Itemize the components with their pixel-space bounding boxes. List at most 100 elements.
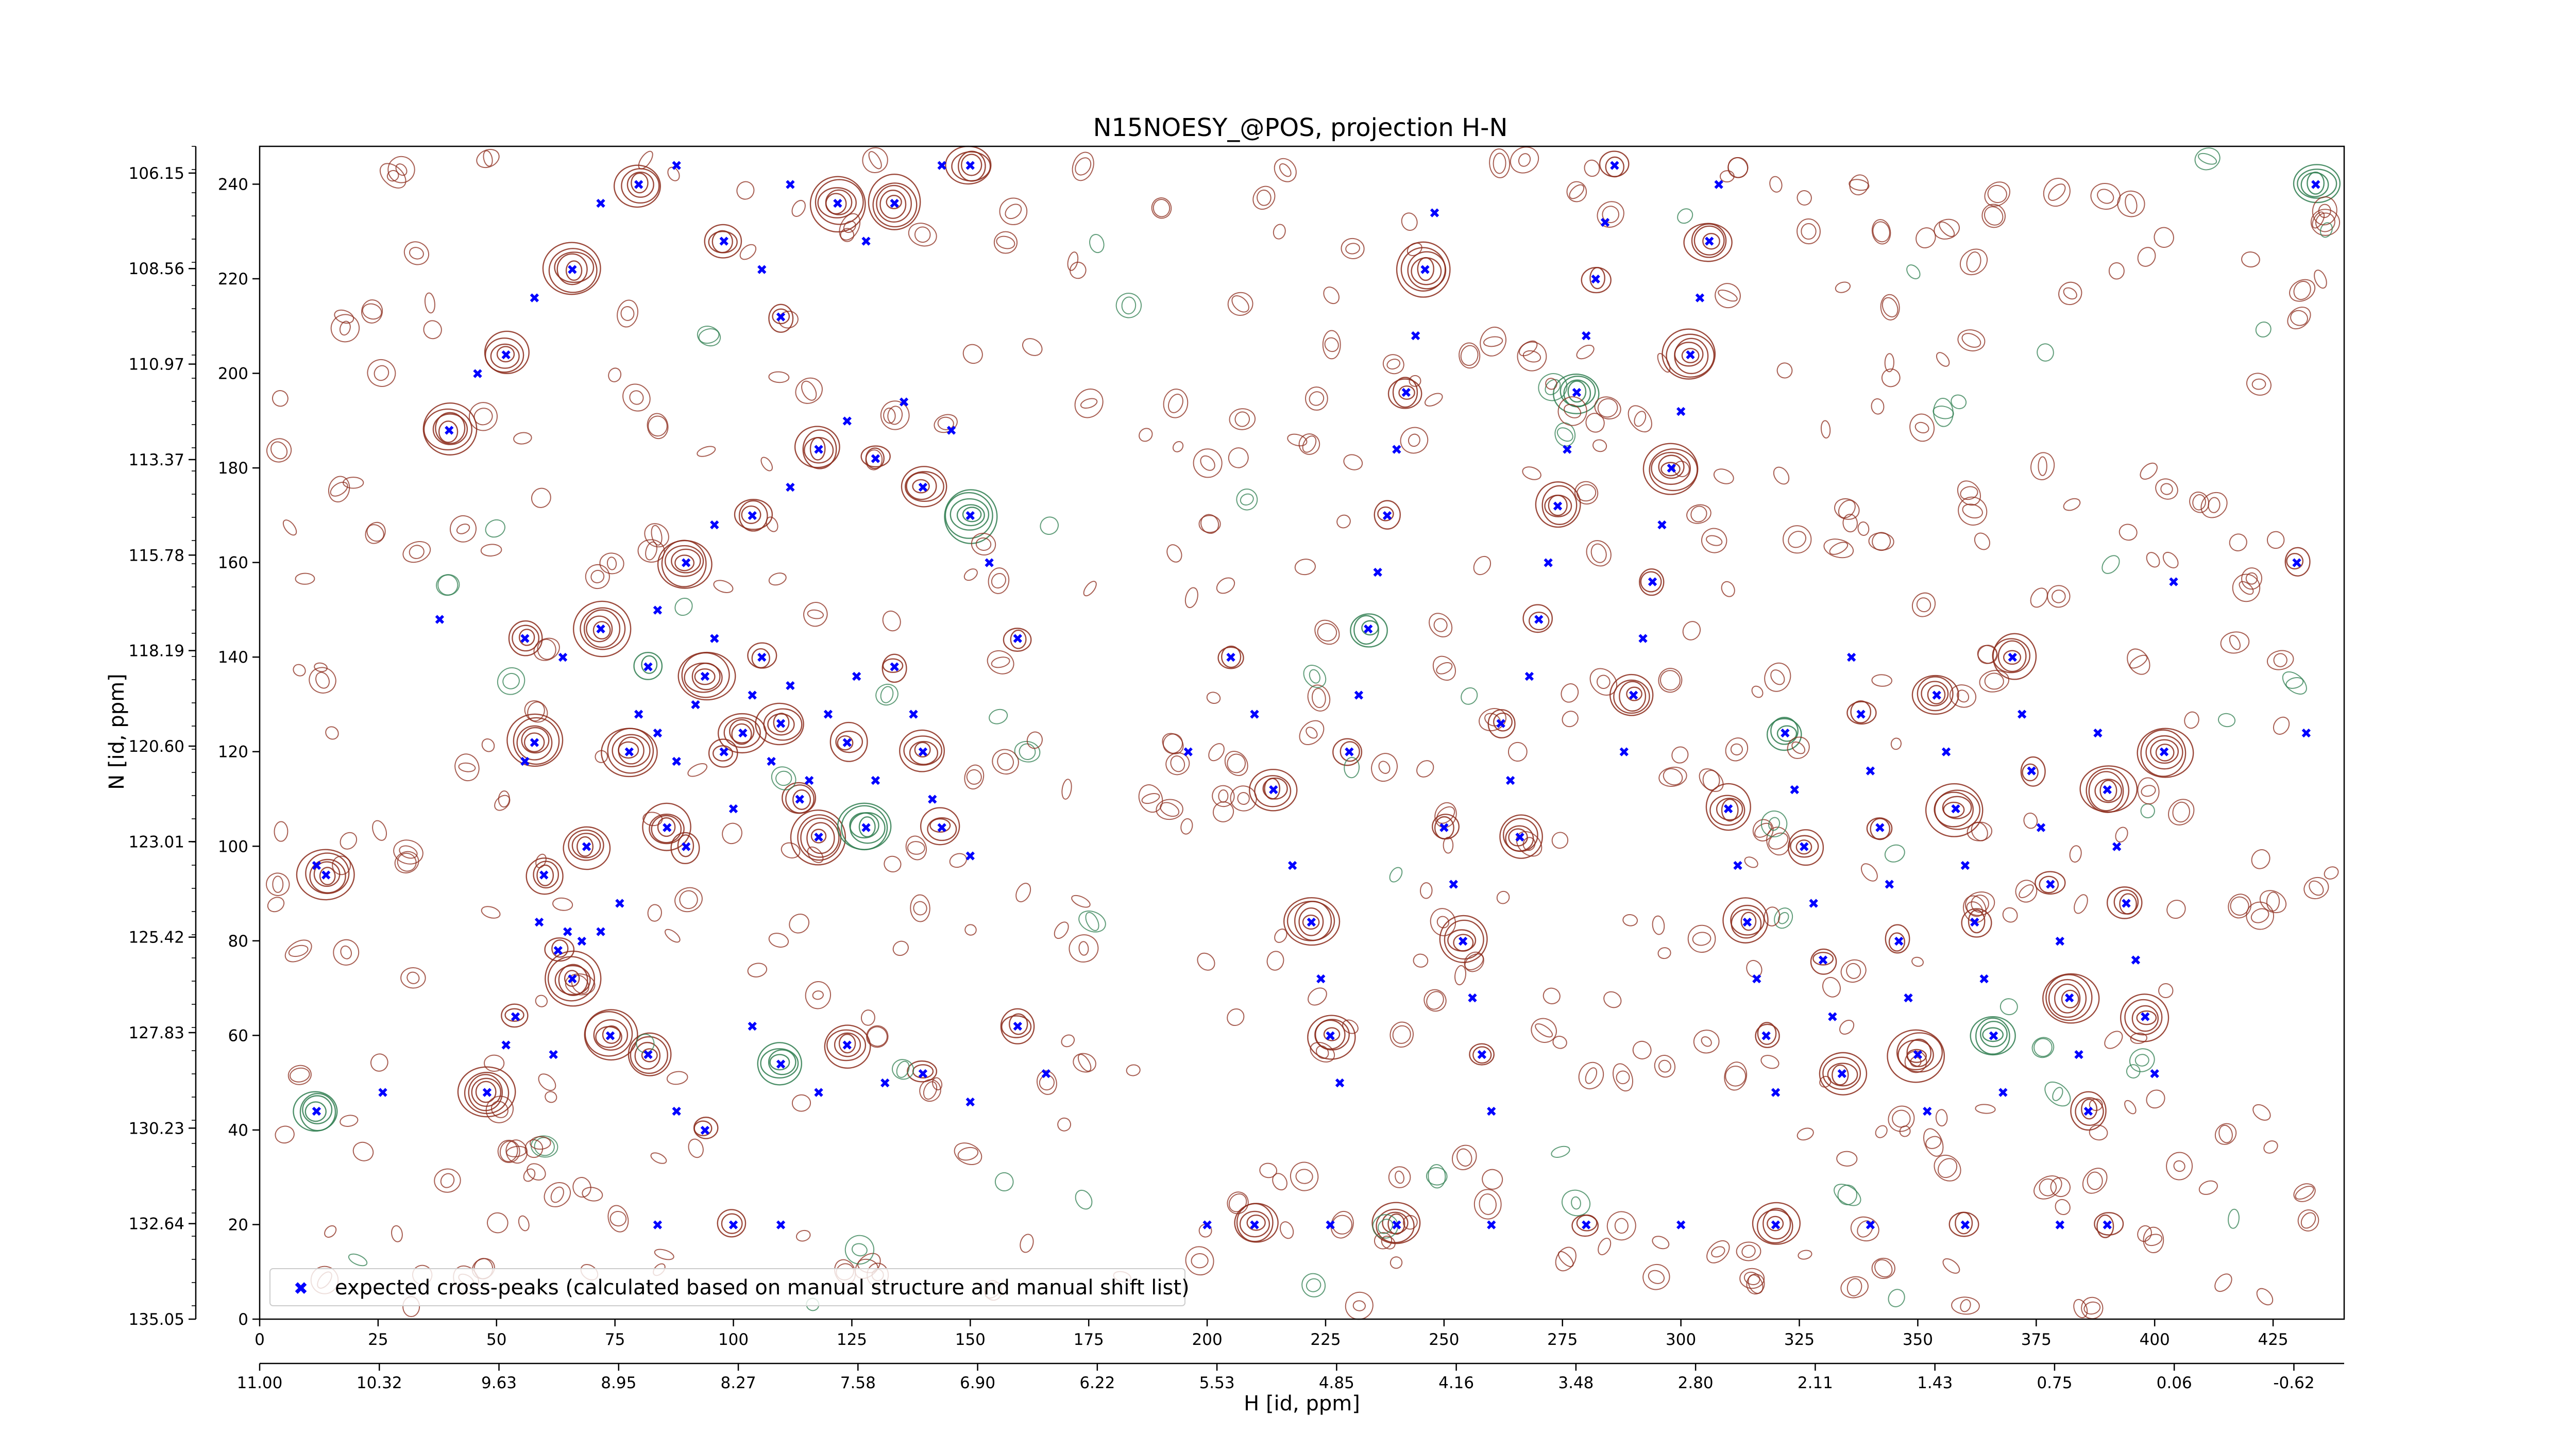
noise-contour xyxy=(1657,353,1671,373)
legend-label: expected cross-peaks (calculated based o… xyxy=(335,1276,1190,1300)
noise-contour xyxy=(2146,552,2160,568)
cross-peak-marker: ✖ xyxy=(1372,565,1383,581)
y2-tick-label: 127.83 xyxy=(129,1024,184,1042)
contour-ring xyxy=(1221,645,1242,668)
cross-peak-marker: ✖ xyxy=(984,556,995,571)
plot-area: ✖ ✖ ✖ ✖ ✖ ✖ ✖ ✖ ✖ ✖ ✖ ✖ ✖ ✖ ✖ ✖ ✖ ✖ ✖ ✖ ✖ ✖ ✖ ✖ ✖ ✖ ✖ ✖ ✖ ✖ ✖ ✖ ✖ ✖ ✖ ✖ ✖ ✖ ✖ ✖… xyxy=(259,145,2345,1320)
noise-contour xyxy=(2108,262,2125,280)
y-tick-label: 40 xyxy=(228,1121,248,1140)
noise-contour xyxy=(1040,516,1059,535)
noise-contour xyxy=(2087,1171,2103,1190)
noise-contour xyxy=(1200,514,1219,534)
noise-contour xyxy=(2208,497,2221,513)
noise-contour xyxy=(1434,802,1457,828)
cross-peak-marker: ✖ xyxy=(889,196,900,212)
cross-peak-marker: ✖ xyxy=(737,726,749,742)
cross-peak-marker: ✖ xyxy=(1675,1218,1687,1233)
noise-contour xyxy=(2218,1124,2233,1143)
contour-ring xyxy=(909,740,939,765)
contour-ring xyxy=(721,1213,743,1234)
contour-ring xyxy=(1535,481,1581,528)
noise-contour xyxy=(1764,906,1781,926)
x-tick-label: 150 xyxy=(955,1330,986,1349)
noise-contour xyxy=(934,414,958,433)
contour-ring xyxy=(1217,646,1244,669)
cross-peak-marker: ✖ xyxy=(1325,1029,1336,1044)
noise-contour xyxy=(674,887,703,913)
noise-contour xyxy=(992,749,1019,775)
noise-contour xyxy=(1706,1240,1730,1263)
noise-contour xyxy=(1984,672,2004,690)
contour-ring xyxy=(564,970,580,987)
noise-contour xyxy=(1888,1289,1905,1307)
contour-ring xyxy=(526,857,564,895)
noise-contour xyxy=(896,1060,910,1078)
contour-ring xyxy=(1822,1056,1861,1090)
noise-contour xyxy=(1899,1125,1911,1137)
contour-ring xyxy=(763,708,803,741)
noise-contour xyxy=(795,377,823,404)
cross-peak-marker: ✖ xyxy=(1552,499,1564,514)
contour-ring xyxy=(293,1091,338,1132)
noise-contour xyxy=(490,1101,509,1118)
noise-contour xyxy=(875,683,899,706)
cross-peak-markers: ✖ ✖ ✖ ✖ ✖ ✖ ✖ ✖ ✖ ✖ ✖ ✖ ✖ ✖ ✖ ✖ ✖ ✖ ✖ ✖ ✖ ✖ ✖ ✖ ✖ ✖ ✖ ✖ ✖ ✖ ✖ ✖ ✖ ✖ ✖ ✖ ✖ ✖ ✖ ✖… xyxy=(311,159,2321,1234)
cross-peak-marker: ✖ xyxy=(652,726,664,742)
y-tick-label: 240 xyxy=(218,175,248,194)
contour-ring xyxy=(677,651,736,701)
noise-contour xyxy=(1837,1184,1858,1205)
noise-contour xyxy=(1850,1216,1879,1242)
noise-contour xyxy=(1880,294,1900,321)
contour-ring xyxy=(580,607,626,650)
cross-peak-marker: ✖ xyxy=(936,821,947,836)
noise-contour xyxy=(1180,818,1193,835)
contour-ring xyxy=(868,174,921,230)
cross-peak-marker: ✖ xyxy=(2102,1218,2113,1233)
y-tick-label: 220 xyxy=(218,270,248,289)
contour-ring xyxy=(2293,164,2341,204)
noise-contour xyxy=(840,228,855,242)
noise-contour xyxy=(571,974,589,994)
contour-ring xyxy=(1766,718,1802,751)
contour-ring xyxy=(903,735,943,766)
noise-contour xyxy=(409,545,425,559)
contour-ring xyxy=(837,802,892,850)
noise-contour xyxy=(1597,675,1611,689)
noise-contour xyxy=(1770,669,1785,685)
contour-ring xyxy=(1975,1017,2010,1055)
contour-ring xyxy=(693,1117,719,1139)
cross-peak-marker: ✖ xyxy=(1353,688,1364,704)
cross-peak-marker: ✖ xyxy=(576,934,587,950)
noise-contour xyxy=(1138,784,1163,813)
noise-contour xyxy=(1483,336,1503,347)
noise-contour xyxy=(1554,422,1576,447)
contour-ring xyxy=(708,738,738,768)
contour-ring xyxy=(2094,779,2122,803)
noise-contour xyxy=(962,344,983,364)
contour-ring xyxy=(475,1081,497,1103)
cross-peak-marker: ✖ xyxy=(1741,915,1753,931)
noise-contour xyxy=(1949,684,1977,708)
cross-peak-marker: ✖ xyxy=(870,452,882,467)
noise-contour xyxy=(1531,1018,1557,1043)
contour-ring xyxy=(2088,771,2124,812)
noise-contour xyxy=(778,311,799,329)
noise-contour xyxy=(330,481,348,497)
x2-tick-label: 5.53 xyxy=(1199,1374,1235,1392)
cross-peak-marker: ✖ xyxy=(605,1029,616,1044)
noise-contour xyxy=(697,446,716,457)
noise-contour xyxy=(1569,184,1585,199)
noise-contour xyxy=(2031,1037,2055,1058)
contour-ring xyxy=(1787,829,1824,866)
noise-contour xyxy=(1193,448,1223,478)
contour-ring xyxy=(2081,1099,2098,1120)
cross-peak-marker: ✖ xyxy=(562,924,573,940)
contour-ring xyxy=(1626,686,1642,701)
x-tick-label: 350 xyxy=(1903,1330,1933,1349)
noise-contour xyxy=(1935,1109,1948,1126)
contour-ring xyxy=(547,956,596,1002)
cross-peak-marker: ✖ xyxy=(964,849,976,865)
noise-contour xyxy=(1310,1042,1335,1063)
contour-ring xyxy=(2113,889,2139,915)
contour-ring xyxy=(2106,886,2143,919)
